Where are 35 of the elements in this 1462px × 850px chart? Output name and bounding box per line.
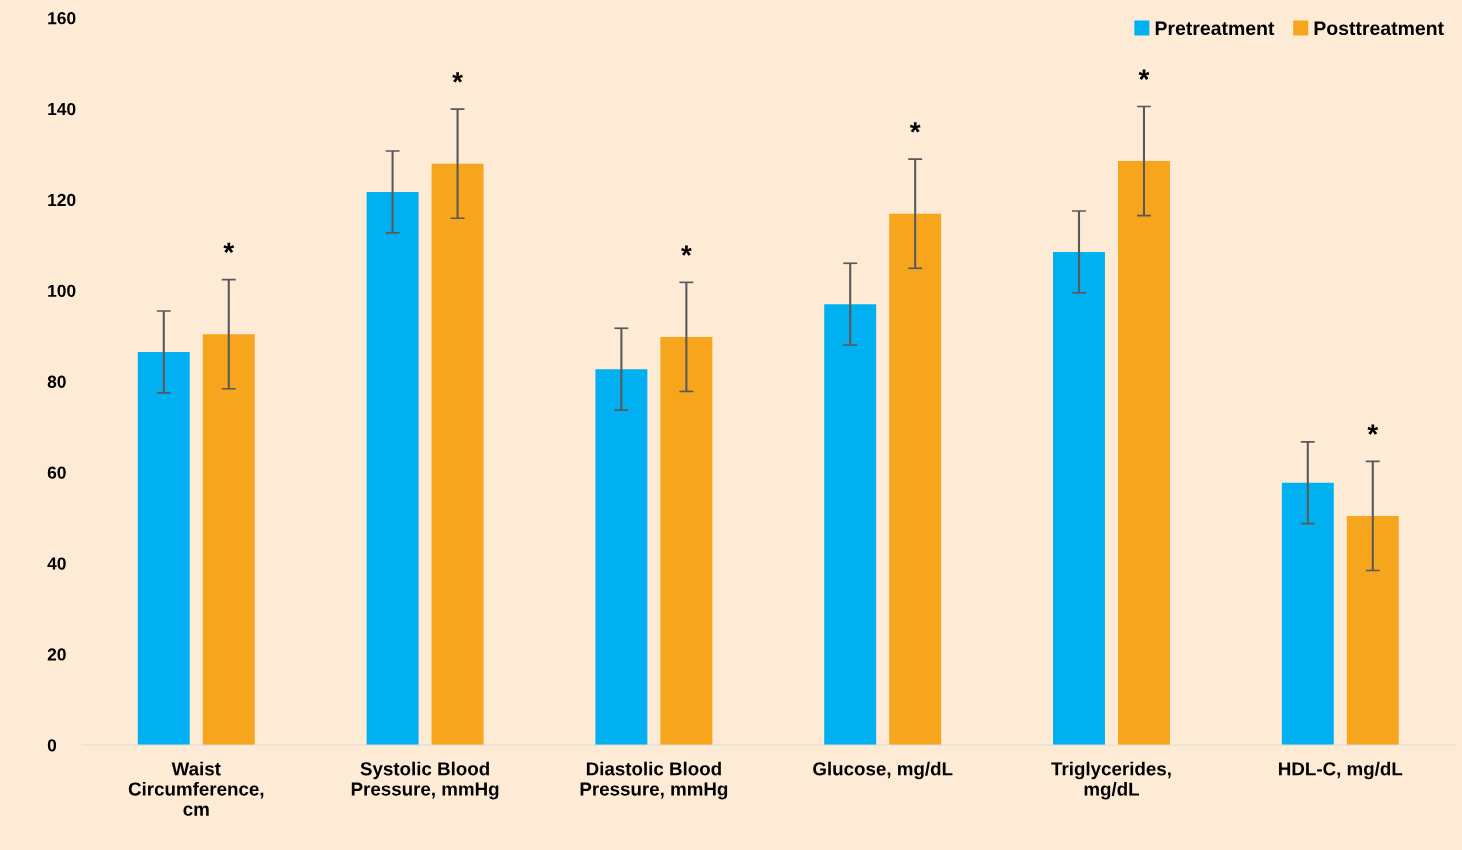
y-tick-label: 120 — [48, 193, 76, 207]
bar — [366, 191, 419, 746]
y-tick-label: 100 — [48, 284, 76, 297]
bar — [137, 351, 190, 746]
annotation: * — [223, 242, 235, 254]
bar — [595, 369, 648, 746]
legend-label: Posttreatment — [1314, 21, 1444, 36]
legend-label: Pretreatment — [1155, 21, 1275, 36]
bar — [889, 213, 942, 746]
bar — [202, 334, 255, 746]
x-tick-label: HDL-C, mg/dL — [1279, 761, 1403, 780]
bar — [660, 336, 713, 746]
y-tick-label: 0 — [47, 739, 57, 752]
bar — [431, 163, 484, 746]
bar — [1281, 482, 1334, 746]
annotation: * — [681, 245, 692, 256]
y-tick-label: 80 — [47, 375, 66, 388]
y-tick-label: 20 — [47, 648, 66, 661]
x-tick-label: Waist Circumference, cm — [128, 761, 264, 816]
x-tick-label: Systolic Blood Pressure, mmHg — [351, 761, 499, 800]
annotation: * — [452, 72, 463, 83]
bar — [1346, 515, 1399, 746]
bar — [1053, 251, 1105, 746]
bar — [824, 304, 877, 746]
y-tick-label: 160 — [48, 12, 76, 25]
annotation: * — [1138, 69, 1150, 80]
y-tick-label: 60 — [47, 466, 66, 479]
y-tick-label: 140 — [48, 102, 76, 116]
annotation: * — [909, 122, 921, 133]
bar — [1118, 161, 1170, 746]
x-tick-label: Diastolic Blood Pressure, mmHg — [580, 761, 728, 800]
annotation: * — [1367, 424, 1379, 435]
x-tick-label: Triglycerides, mg/dL — [1051, 761, 1171, 800]
x-tick-label: Glucose, mg/dL — [813, 761, 953, 780]
y-tick-label: 40 — [47, 557, 66, 570]
